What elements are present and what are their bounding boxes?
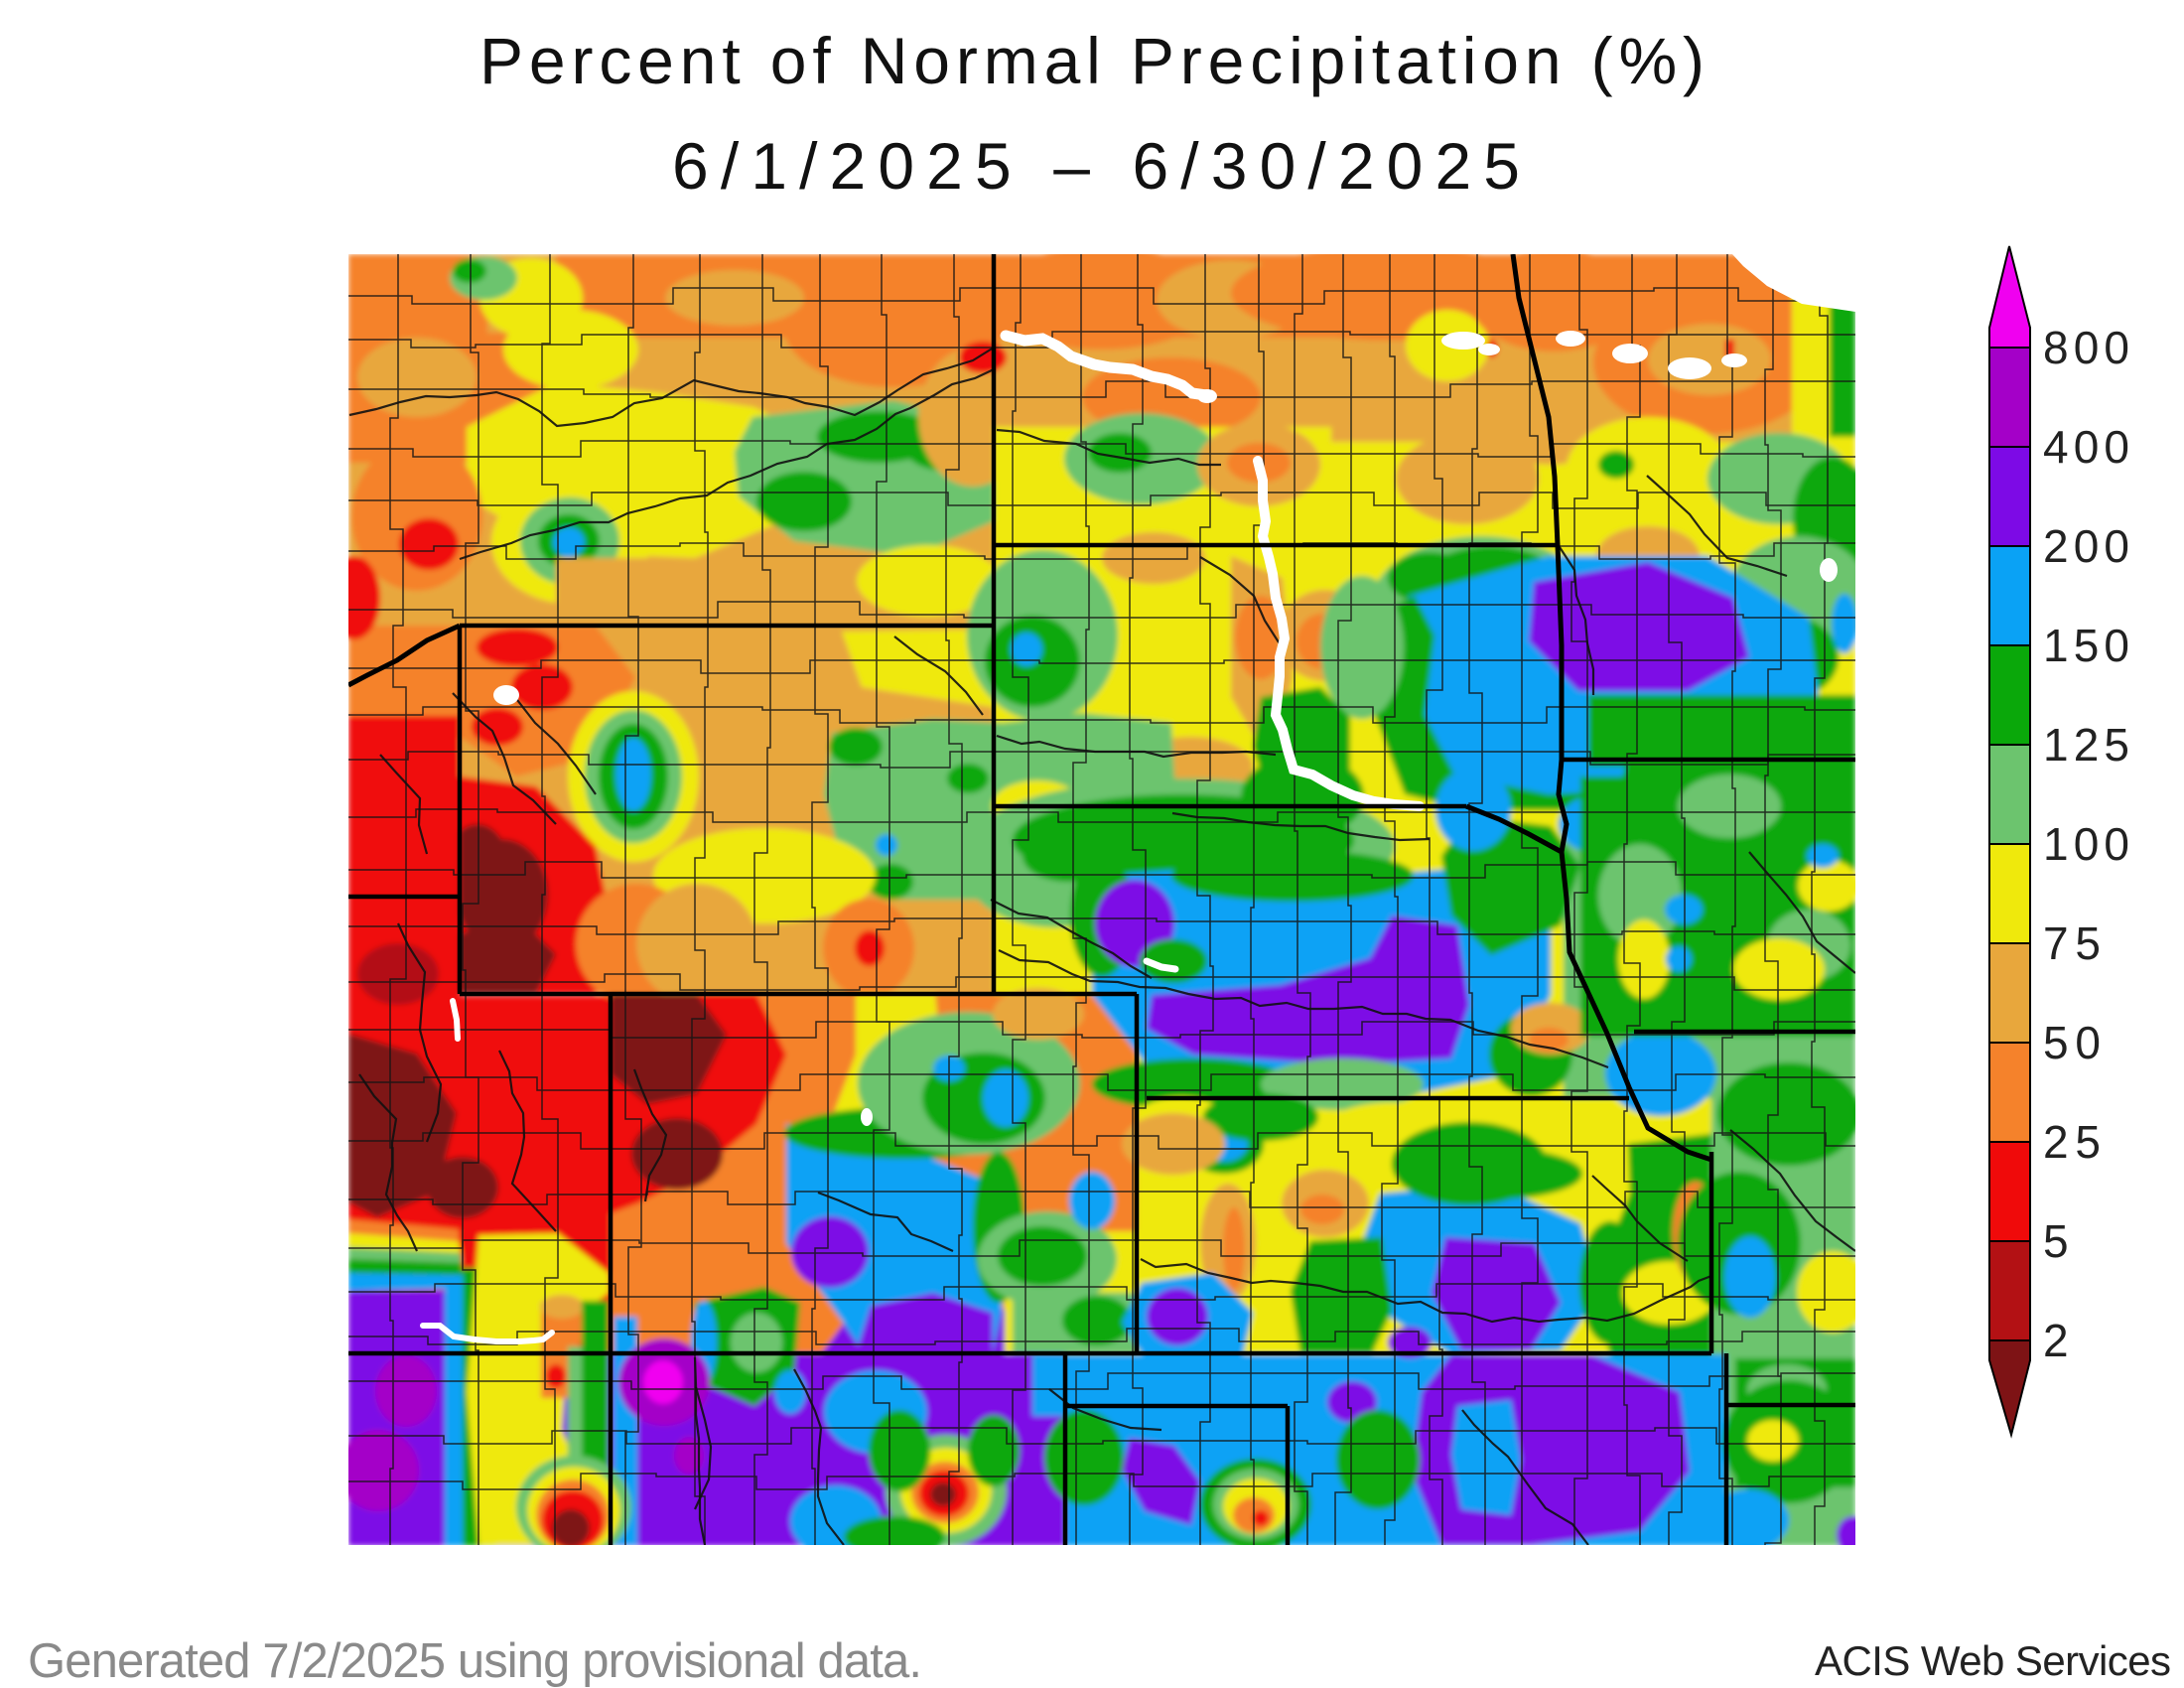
svg-text:2: 2	[2043, 1315, 2069, 1366]
svg-text:ACIS Web Services: ACIS Web Services	[1815, 1637, 2171, 1684]
svg-text:150: 150	[2043, 620, 2129, 671]
svg-text:5: 5	[2043, 1215, 2069, 1267]
svg-text:100: 100	[2043, 818, 2129, 870]
svg-text:125: 125	[2043, 719, 2129, 771]
svg-text:Generated 7/2/2025 using provi: Generated 7/2/2025 using provisional dat…	[28, 1634, 922, 1688]
svg-text:200: 200	[2043, 520, 2129, 572]
svg-text:400: 400	[2043, 421, 2129, 473]
svg-text:Percent of Normal Precipitatio: Percent of Normal Precipitation (%)	[479, 24, 1705, 97]
svg-text:800: 800	[2043, 322, 2129, 373]
